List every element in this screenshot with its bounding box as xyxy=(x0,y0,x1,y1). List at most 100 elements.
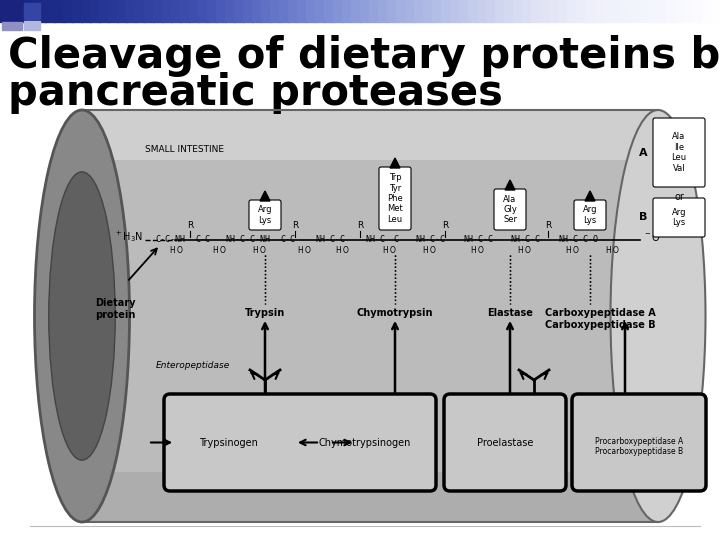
Bar xyxy=(36,0,46,22)
Text: Chymotrypsin: Chymotrypsin xyxy=(356,308,433,318)
Bar xyxy=(396,0,406,22)
FancyBboxPatch shape xyxy=(574,200,606,230)
FancyBboxPatch shape xyxy=(653,198,705,237)
Bar xyxy=(432,0,442,22)
Text: H: H xyxy=(565,246,571,255)
Text: Ala
Gly
Ser: Ala Gly Ser xyxy=(503,194,517,225)
Bar xyxy=(450,0,460,22)
Text: Ala
Ile
Leu
Val: Ala Ile Leu Val xyxy=(672,132,687,173)
Bar xyxy=(135,0,145,22)
Text: H: H xyxy=(605,246,611,255)
Bar xyxy=(90,0,100,22)
Bar xyxy=(270,0,280,22)
Text: O: O xyxy=(177,246,183,255)
Bar xyxy=(549,0,559,22)
Bar xyxy=(63,0,73,22)
Text: H: H xyxy=(297,246,303,255)
Text: H: H xyxy=(470,246,476,255)
Text: O: O xyxy=(478,246,484,255)
Bar xyxy=(423,0,433,22)
Text: B: B xyxy=(639,213,647,222)
Bar xyxy=(540,0,550,22)
Bar xyxy=(684,0,694,22)
Text: H: H xyxy=(422,246,428,255)
Text: R: R xyxy=(187,221,193,230)
Bar xyxy=(621,0,631,22)
Bar xyxy=(2,22,22,30)
Bar xyxy=(630,0,640,22)
Bar xyxy=(666,0,676,22)
Bar xyxy=(441,0,451,22)
Bar xyxy=(9,0,19,22)
Text: H: H xyxy=(169,246,175,255)
Bar xyxy=(162,0,172,22)
Text: O: O xyxy=(613,246,619,255)
Text: R: R xyxy=(545,221,551,230)
Text: O: O xyxy=(220,246,226,255)
Bar xyxy=(513,0,523,22)
Bar xyxy=(108,0,118,22)
Text: Proelastase: Proelastase xyxy=(477,437,534,448)
Text: H: H xyxy=(335,246,341,255)
Bar xyxy=(639,0,649,22)
FancyBboxPatch shape xyxy=(653,118,705,187)
Text: Cleavage of dietary proteins by: Cleavage of dietary proteins by xyxy=(8,35,720,77)
Text: O: O xyxy=(430,246,436,255)
Bar xyxy=(198,0,208,22)
Bar xyxy=(342,0,352,22)
FancyBboxPatch shape xyxy=(379,167,411,230)
Bar xyxy=(279,0,289,22)
Bar xyxy=(0,0,10,22)
Polygon shape xyxy=(505,180,515,190)
Text: Trp
Tyr
Phe
Met
Leu: Trp Tyr Phe Met Leu xyxy=(387,173,403,224)
Bar xyxy=(405,0,415,22)
Bar xyxy=(387,0,397,22)
Bar xyxy=(486,0,496,22)
Text: Elastase: Elastase xyxy=(487,308,533,318)
Bar xyxy=(333,0,343,22)
Bar xyxy=(477,0,487,22)
Bar xyxy=(324,0,334,22)
Text: H: H xyxy=(252,246,258,255)
Text: Trypsin: Trypsin xyxy=(245,308,285,318)
Bar xyxy=(522,0,532,22)
Bar xyxy=(189,0,199,22)
Bar xyxy=(369,0,379,22)
Text: Arg
Lys: Arg Lys xyxy=(258,205,272,225)
Bar xyxy=(82,110,657,160)
Text: C-C: C-C xyxy=(195,234,210,244)
Bar xyxy=(558,0,568,22)
Bar xyxy=(288,0,298,22)
Bar xyxy=(675,0,685,22)
Bar xyxy=(702,0,712,22)
Bar xyxy=(351,0,361,22)
FancyBboxPatch shape xyxy=(572,394,706,491)
Text: H: H xyxy=(517,246,523,255)
Bar xyxy=(612,0,622,22)
Bar xyxy=(567,0,577,22)
Text: $^+$H$_3$N: $^+$H$_3$N xyxy=(114,230,143,245)
Bar xyxy=(27,0,37,22)
FancyBboxPatch shape xyxy=(164,394,436,491)
Bar xyxy=(225,0,235,22)
Bar xyxy=(495,0,505,22)
Bar xyxy=(306,0,316,22)
Text: pancreatic proteases: pancreatic proteases xyxy=(8,72,503,114)
Bar xyxy=(576,0,586,22)
Text: $^-$O: $^-$O xyxy=(643,231,661,243)
Bar xyxy=(414,0,424,22)
Text: Trypsinogen: Trypsinogen xyxy=(199,437,258,448)
Text: NH-C-C: NH-C-C xyxy=(415,234,445,244)
Bar xyxy=(459,0,469,22)
FancyBboxPatch shape xyxy=(249,200,281,230)
Bar xyxy=(603,0,613,22)
Text: Chymotrypsinogen: Chymotrypsinogen xyxy=(319,437,411,448)
Bar xyxy=(117,0,127,22)
Bar xyxy=(99,0,109,22)
Polygon shape xyxy=(585,191,595,201)
Text: SMALL INTESTINE: SMALL INTESTINE xyxy=(145,145,224,154)
Ellipse shape xyxy=(35,110,130,522)
Text: Procarboxypeptidase A
Procarboxypeptidase B: Procarboxypeptidase A Procarboxypeptidas… xyxy=(595,437,683,456)
Text: O: O xyxy=(343,246,349,255)
Bar xyxy=(153,0,163,22)
